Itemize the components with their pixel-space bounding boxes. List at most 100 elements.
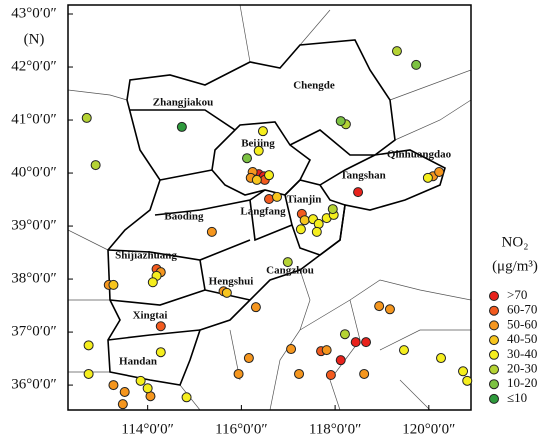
station	[253, 145, 264, 156]
city-label: Cangzhou	[266, 265, 314, 277]
station	[359, 368, 370, 379]
station	[108, 380, 119, 391]
station	[257, 126, 268, 137]
station	[233, 368, 244, 379]
station	[264, 170, 275, 181]
city-borders	[107, 109, 376, 341]
station	[339, 329, 350, 340]
city-label: Xingtai	[133, 310, 168, 322]
tianjin-border	[284, 179, 346, 256]
station	[286, 344, 297, 355]
frame	[67, 4, 472, 411]
station	[155, 321, 166, 332]
city-label: Baoding	[164, 211, 204, 223]
y-tick-label: 41°0′0″	[11, 111, 57, 127]
station	[242, 153, 253, 164]
city-label: Tianjin	[287, 194, 322, 206]
station	[350, 337, 361, 348]
station	[398, 345, 409, 356]
city-label: Hengshui	[209, 276, 254, 288]
station	[251, 174, 262, 185]
y-tick-label: 36°0′0″	[11, 377, 57, 393]
station	[181, 392, 192, 403]
station	[83, 368, 94, 379]
y-tick-label: 42°0′0″	[11, 58, 57, 74]
station	[81, 112, 92, 123]
station	[411, 59, 422, 70]
y-tick-label: 43°0′0″	[11, 5, 57, 21]
station	[299, 215, 310, 226]
legend-title: NO₂	[502, 234, 529, 250]
legend-label: 60-70	[507, 302, 537, 317]
legend-unit: (μg/m³)	[492, 258, 538, 274]
station	[311, 226, 322, 237]
x-tick-label: 116°0′0″	[215, 421, 267, 437]
station	[374, 301, 385, 312]
legend-label: 50-60	[507, 316, 537, 331]
legend-label: 10-20	[507, 375, 537, 390]
city-label: Chengde	[293, 80, 335, 92]
station	[243, 353, 254, 364]
legend-marker	[489, 393, 499, 404]
station	[384, 304, 395, 315]
station	[250, 302, 261, 313]
station	[391, 46, 402, 57]
legend-marker	[489, 320, 499, 331]
legend-label: >70	[507, 287, 527, 302]
x-tick-label: 120°0′0″	[402, 421, 455, 437]
x-tick-label: 118°0′0″	[309, 421, 361, 437]
legend-label: ≤10	[507, 390, 527, 405]
legend-marker	[489, 305, 499, 316]
station	[422, 172, 433, 183]
station	[119, 386, 130, 397]
station	[353, 187, 364, 198]
city-label: Tangshan	[340, 170, 385, 182]
station	[83, 340, 94, 351]
y-tick-label: 37°0′0″	[11, 324, 57, 340]
station	[142, 383, 153, 394]
station	[335, 116, 346, 127]
x-tick-label: 114°0′0″	[121, 421, 173, 437]
y-axis-label: (N)	[24, 31, 45, 47]
y-tick-label: 38°0′0″	[11, 271, 57, 287]
station	[90, 160, 101, 171]
station	[155, 347, 166, 358]
station	[117, 399, 128, 410]
city-label: Zhangjiakou	[153, 97, 214, 109]
station	[108, 279, 119, 290]
station	[321, 345, 332, 356]
legend-label: 30-40	[507, 346, 537, 361]
station	[135, 375, 146, 386]
station	[221, 287, 232, 298]
station	[176, 121, 187, 132]
legend-label: 40-50	[507, 331, 537, 346]
y-tick-label: 39°0′0″	[11, 217, 57, 233]
city-label: Langfang	[240, 206, 286, 218]
station	[335, 355, 346, 366]
city-label: Handan	[119, 356, 157, 368]
station	[325, 370, 336, 381]
legend-marker	[489, 364, 499, 375]
station	[462, 375, 473, 386]
station	[436, 353, 447, 364]
legend-marker	[489, 349, 499, 360]
legend-marker	[489, 335, 499, 346]
station	[271, 191, 282, 202]
station	[361, 337, 372, 348]
city-label: Shijiazhuang	[115, 250, 177, 262]
station	[294, 368, 305, 379]
boundaries	[68, 5, 471, 410]
station	[434, 166, 445, 177]
station	[282, 257, 293, 268]
legend-marker	[489, 379, 499, 390]
station	[327, 204, 338, 215]
city-label: Qinhuangdao	[387, 149, 452, 161]
station	[147, 277, 158, 288]
station	[295, 224, 306, 235]
legend-marker	[489, 291, 499, 301]
station	[458, 366, 469, 377]
city-label: Beijing	[241, 138, 275, 150]
legend-label: 20-30	[507, 360, 537, 375]
station	[206, 226, 217, 237]
